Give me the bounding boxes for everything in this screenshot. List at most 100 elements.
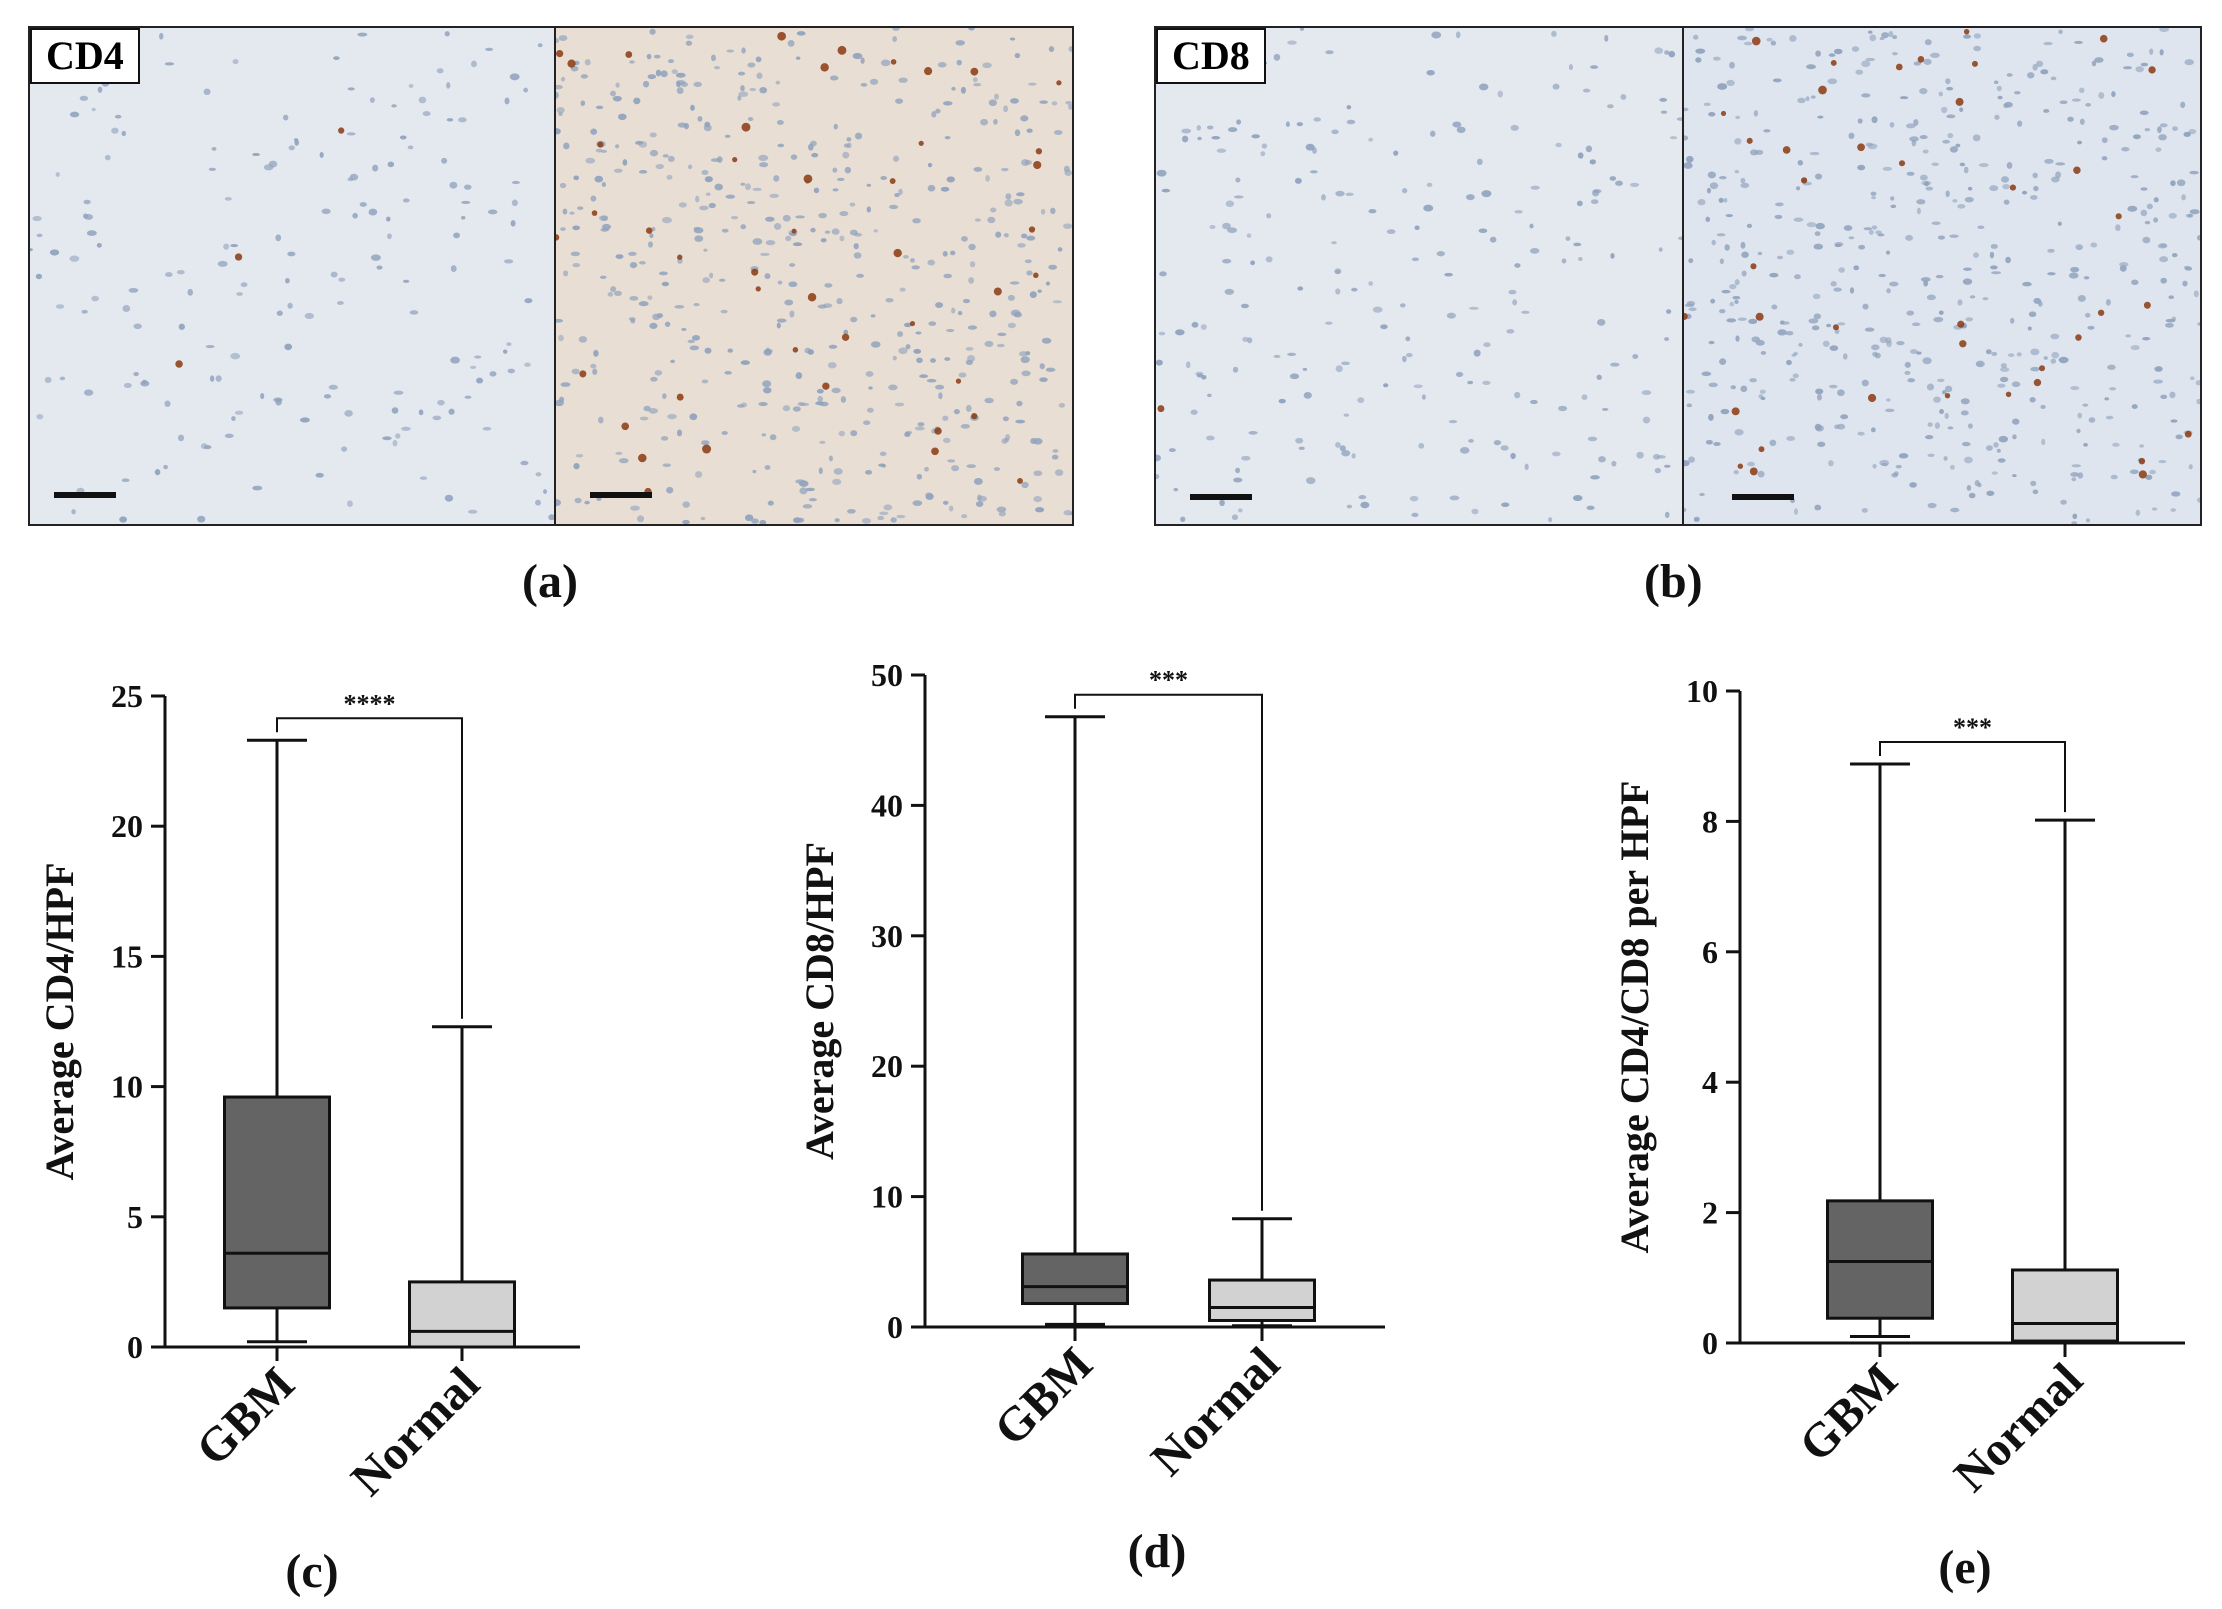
nucleus bbox=[1737, 317, 1747, 321]
nucleus bbox=[879, 511, 889, 516]
nucleus bbox=[1965, 317, 1973, 322]
nucleus bbox=[678, 202, 687, 208]
nucleus bbox=[1946, 114, 1956, 119]
nucleus bbox=[1701, 371, 1712, 377]
nucleus bbox=[843, 143, 850, 148]
nucleus bbox=[968, 243, 976, 251]
nucleus bbox=[1052, 449, 1059, 453]
nucleus bbox=[535, 472, 542, 477]
nucleus bbox=[2090, 242, 2098, 248]
dab-positive-cell bbox=[2148, 66, 2156, 74]
nucleus bbox=[649, 322, 658, 330]
dab-positive-cell bbox=[638, 453, 647, 463]
dab-positive-cell bbox=[1157, 405, 1165, 413]
nucleus bbox=[441, 157, 448, 164]
nucleus bbox=[446, 118, 454, 122]
nucleus bbox=[2155, 147, 2162, 152]
nucleus bbox=[1809, 151, 1820, 156]
dab-positive-cell bbox=[2075, 334, 2082, 341]
nucleus bbox=[1068, 103, 1072, 110]
nucleus bbox=[537, 43, 543, 48]
nucleus bbox=[2196, 398, 2200, 405]
nucleus bbox=[593, 349, 599, 357]
nucleus bbox=[2011, 381, 2021, 388]
dab-positive-cell bbox=[338, 127, 345, 134]
nucleus bbox=[1745, 28, 1755, 32]
nucleus bbox=[1632, 354, 1639, 359]
nucleus bbox=[2101, 156, 2108, 161]
nucleus bbox=[1158, 331, 1166, 336]
dab-positive-cell bbox=[676, 393, 684, 401]
nucleus bbox=[1892, 35, 1898, 40]
nucleus bbox=[1817, 441, 1826, 447]
nucleus bbox=[1963, 34, 1972, 39]
nucleus bbox=[649, 132, 657, 138]
nucleus bbox=[661, 216, 672, 224]
nucleus bbox=[1414, 225, 1420, 231]
nucleus bbox=[2014, 91, 2021, 95]
nucleus bbox=[772, 102, 781, 107]
nucleus bbox=[231, 416, 236, 421]
nucleus bbox=[1033, 496, 1042, 503]
nucleus bbox=[925, 493, 934, 501]
nucleus bbox=[828, 455, 834, 462]
nucleus bbox=[450, 265, 457, 272]
nucleus bbox=[1659, 97, 1668, 102]
nucleus bbox=[618, 458, 629, 464]
nucleus bbox=[187, 288, 194, 296]
nucleus bbox=[660, 70, 668, 78]
nucleus bbox=[502, 349, 508, 354]
nucleus bbox=[2195, 380, 2200, 386]
nucleus bbox=[654, 370, 663, 376]
nucleus bbox=[1904, 361, 1911, 368]
nucleus bbox=[1789, 377, 1796, 382]
nucleus bbox=[575, 454, 584, 458]
nucleus bbox=[444, 494, 454, 502]
nucleus bbox=[1857, 164, 1866, 171]
nucleus bbox=[1943, 456, 1948, 461]
nucleus bbox=[1035, 507, 1045, 513]
nucleus bbox=[1610, 253, 1615, 259]
nucleus bbox=[2101, 137, 2108, 144]
nucleus bbox=[524, 298, 533, 304]
nucleus bbox=[1335, 441, 1341, 448]
nucleus bbox=[1341, 361, 1350, 366]
nucleus bbox=[914, 426, 925, 431]
nucleus bbox=[1156, 474, 1160, 480]
nucleus bbox=[629, 261, 638, 269]
iqr-box bbox=[1021, 1252, 1129, 1306]
nucleus bbox=[1209, 224, 1216, 230]
nucleus bbox=[759, 86, 768, 94]
nucleus bbox=[828, 344, 838, 349]
nucleus bbox=[2119, 265, 2127, 272]
nucleus bbox=[917, 422, 925, 427]
nucleus bbox=[2172, 126, 2178, 131]
nucleus bbox=[211, 146, 217, 151]
nucleus bbox=[1211, 135, 1221, 140]
nucleus bbox=[927, 184, 936, 192]
nucleus bbox=[961, 514, 968, 519]
nucleus bbox=[1514, 210, 1523, 214]
nucleus bbox=[69, 111, 80, 118]
nucleus bbox=[1760, 351, 1767, 355]
nucleus bbox=[558, 334, 564, 342]
nucleus bbox=[1806, 222, 1817, 228]
nucleus bbox=[1942, 390, 1947, 395]
nucleus bbox=[944, 136, 951, 140]
nucleus bbox=[676, 87, 684, 94]
nucleus bbox=[2157, 243, 2168, 249]
nucleus bbox=[1957, 203, 1966, 209]
nucleus bbox=[121, 130, 126, 137]
nucleus bbox=[1050, 207, 1056, 215]
nucleus bbox=[796, 31, 806, 36]
nucleus bbox=[1990, 265, 1998, 270]
nucleus bbox=[870, 341, 881, 348]
nucleus bbox=[1565, 236, 1571, 241]
nucleus bbox=[79, 95, 89, 101]
nucleus bbox=[1448, 420, 1458, 424]
nucleus bbox=[822, 303, 833, 308]
nucleus bbox=[580, 100, 586, 107]
nucleus bbox=[1273, 354, 1281, 358]
nucleus bbox=[1871, 116, 1878, 124]
dab-positive-cell bbox=[1917, 56, 1925, 63]
